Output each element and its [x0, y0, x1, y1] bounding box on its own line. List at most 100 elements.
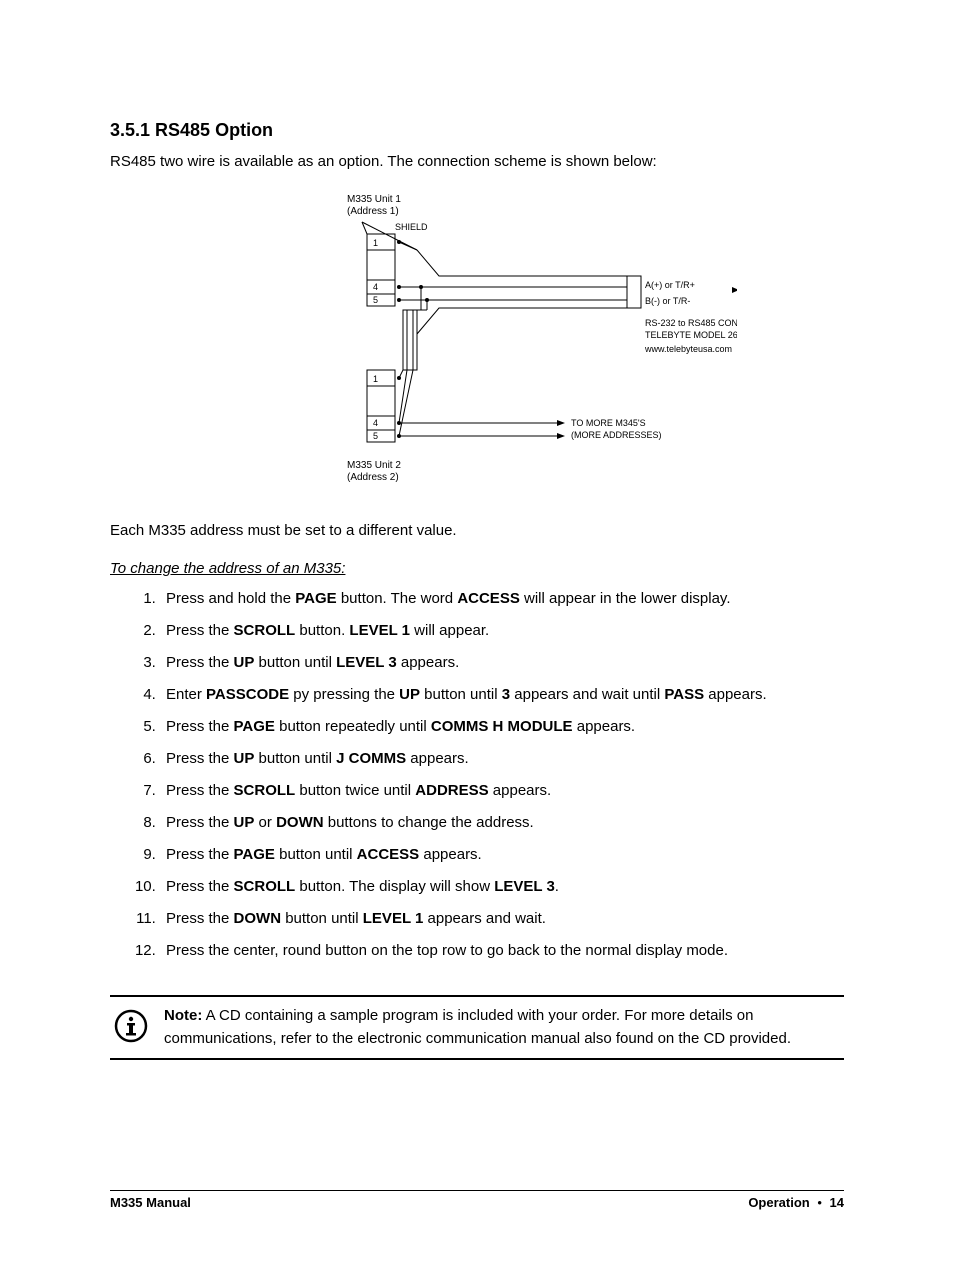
step-bold-text: DOWN	[276, 814, 324, 831]
unit1-pin5: 5	[373, 295, 378, 305]
step-item: Press the UP or DOWN buttons to change t…	[160, 811, 844, 835]
note-body: A CD containing a sample program is incl…	[164, 1007, 791, 1047]
step-text: Enter	[166, 686, 206, 703]
footer-left: M335 Manual	[110, 1195, 191, 1210]
step-text: Press the	[166, 750, 234, 767]
step-text: appears.	[489, 782, 552, 799]
step-text: button twice until	[295, 782, 415, 799]
step-text: Press the	[166, 782, 234, 799]
unit2-label-1: M335 Unit 2	[347, 460, 401, 471]
footer-right: Operation • 14	[748, 1195, 844, 1210]
unit2-pin4: 4	[373, 418, 378, 428]
step-item: Press the SCROLL button. The display wil…	[160, 875, 844, 899]
footer-page-number: 14	[830, 1195, 844, 1210]
step-text: or	[254, 814, 276, 831]
document-page: 3.5.1 RS485 Option RS485 two wire is ava…	[0, 0, 954, 1270]
step-bold-text: COMMS H MODULE	[431, 718, 573, 735]
conv-line2: TELEBYTE MODEL 265 or 285	[645, 330, 737, 340]
step-bold-text: SCROLL	[234, 782, 296, 799]
connection-diagram: M335 Unit 1 (Address 1) 1 4 5 SHIELD	[110, 190, 844, 500]
unit2-pin1: 1	[373, 374, 378, 384]
note-text: Note: A CD containing a sample program i…	[164, 1005, 844, 1050]
steps-list: Press and hold the PAGE button. The word…	[140, 587, 844, 971]
step-bold-text: PASS	[664, 686, 704, 703]
step-item: Press the UP button until LEVEL 3 appear…	[160, 651, 844, 675]
info-icon	[110, 1005, 148, 1048]
step-bold-text: SCROLL	[234, 878, 296, 895]
footer-bullet: •	[813, 1195, 826, 1210]
step-text: appears.	[573, 718, 636, 735]
rs485-diagram-svg: M335 Unit 1 (Address 1) 1 4 5 SHIELD	[217, 190, 737, 500]
step-text: Press the	[166, 878, 234, 895]
step-bold-text: ADDRESS	[415, 782, 488, 799]
step-text: button until	[254, 750, 336, 767]
step-bold-text: PAGE	[234, 718, 275, 735]
step-text: buttons to change the address.	[324, 814, 534, 831]
step-text: appears.	[419, 846, 482, 863]
step-text: button.	[295, 622, 349, 639]
conv-line3: www.telebyteusa.com	[644, 344, 732, 354]
step-text: Press the	[166, 846, 234, 863]
unit2-connector	[367, 370, 395, 442]
step-bold-text: LEVEL 1	[349, 622, 410, 639]
step-text: will appear in the lower display.	[520, 590, 731, 607]
step-bold-text: LEVEL 3	[336, 654, 397, 671]
step-text: Press the	[166, 814, 234, 831]
section-heading: 3.5.1 RS485 Option	[110, 120, 844, 141]
footer-section: Operation	[748, 1195, 809, 1210]
step-bold-text: UP	[234, 654, 255, 671]
unit1-pin1: 1	[373, 238, 378, 248]
unit1-connector	[367, 234, 395, 306]
step-text: button until	[275, 846, 357, 863]
step-text: Press the	[166, 654, 234, 671]
step-text: button until	[420, 686, 502, 703]
step-bold-text: DOWN	[234, 910, 282, 927]
step-bold-text: ACCESS	[357, 846, 420, 863]
step-text: will appear.	[410, 622, 489, 639]
step-bold-text: J COMMS	[336, 750, 406, 767]
step-item: Press and hold the PAGE button. The word…	[160, 587, 844, 611]
step-text: button repeatedly until	[275, 718, 431, 735]
step-bold-text: UP	[399, 686, 420, 703]
step-text: Press and hold the	[166, 590, 295, 607]
step-text: Press the	[166, 622, 234, 639]
step-bold-text: UP	[234, 814, 255, 831]
step-text: button until	[281, 910, 363, 927]
step-text: button until	[254, 654, 336, 671]
step-text: py pressing the	[289, 686, 399, 703]
step-text: button. The display will show	[295, 878, 494, 895]
note-box: Note: A CD containing a sample program i…	[110, 995, 844, 1060]
unit2-label-2: (Address 2)	[347, 472, 399, 483]
more-line2: (MORE ADDRESSES)	[571, 430, 662, 440]
unit2-pin5: 5	[373, 431, 378, 441]
unit1-label-1: M335 Unit 1	[347, 194, 401, 205]
a-label: A(+) or T/R+	[645, 280, 695, 290]
step-text: appears.	[704, 686, 767, 703]
step-text: Press the center, round button on the to…	[166, 942, 728, 959]
shield-label: SHIELD	[395, 222, 428, 232]
step-text: Press the	[166, 718, 234, 735]
steps-subheading: To change the address of an M335:	[110, 560, 844, 577]
step-text: Press the	[166, 910, 234, 927]
unit1-label-2: (Address 1)	[347, 206, 399, 217]
conv-line1: RS-232 to RS485 CONVERTER	[645, 318, 737, 328]
note-label: Note:	[164, 1007, 202, 1024]
step-text: button. The word	[337, 590, 458, 607]
step-bold-text: PASSCODE	[206, 686, 289, 703]
step-item: Enter PASSCODE py pressing the UP button…	[160, 683, 844, 707]
more-line1: TO MORE M345'S	[571, 418, 646, 428]
step-bold-text: SCROLL	[234, 622, 296, 639]
step-text: appears.	[406, 750, 469, 767]
b-label: B(-) or T/R-	[645, 296, 690, 306]
intro-paragraph: RS485 two wire is available as an option…	[110, 151, 844, 174]
step-bold-text: LEVEL 3	[494, 878, 555, 895]
step-bold-text: LEVEL 1	[363, 910, 424, 927]
step-item: Press the PAGE button until ACCESS appea…	[160, 843, 844, 867]
step-bold-text: PAGE	[295, 590, 336, 607]
step-text: appears.	[397, 654, 460, 671]
after-diagram-text: Each M335 address must be set to a diffe…	[110, 520, 844, 543]
step-item: Press the SCROLL button twice until ADDR…	[160, 779, 844, 803]
step-text: appears and wait until	[510, 686, 664, 703]
step-text: appears and wait.	[423, 910, 546, 927]
step-item: Press the center, round button on the to…	[160, 939, 844, 963]
